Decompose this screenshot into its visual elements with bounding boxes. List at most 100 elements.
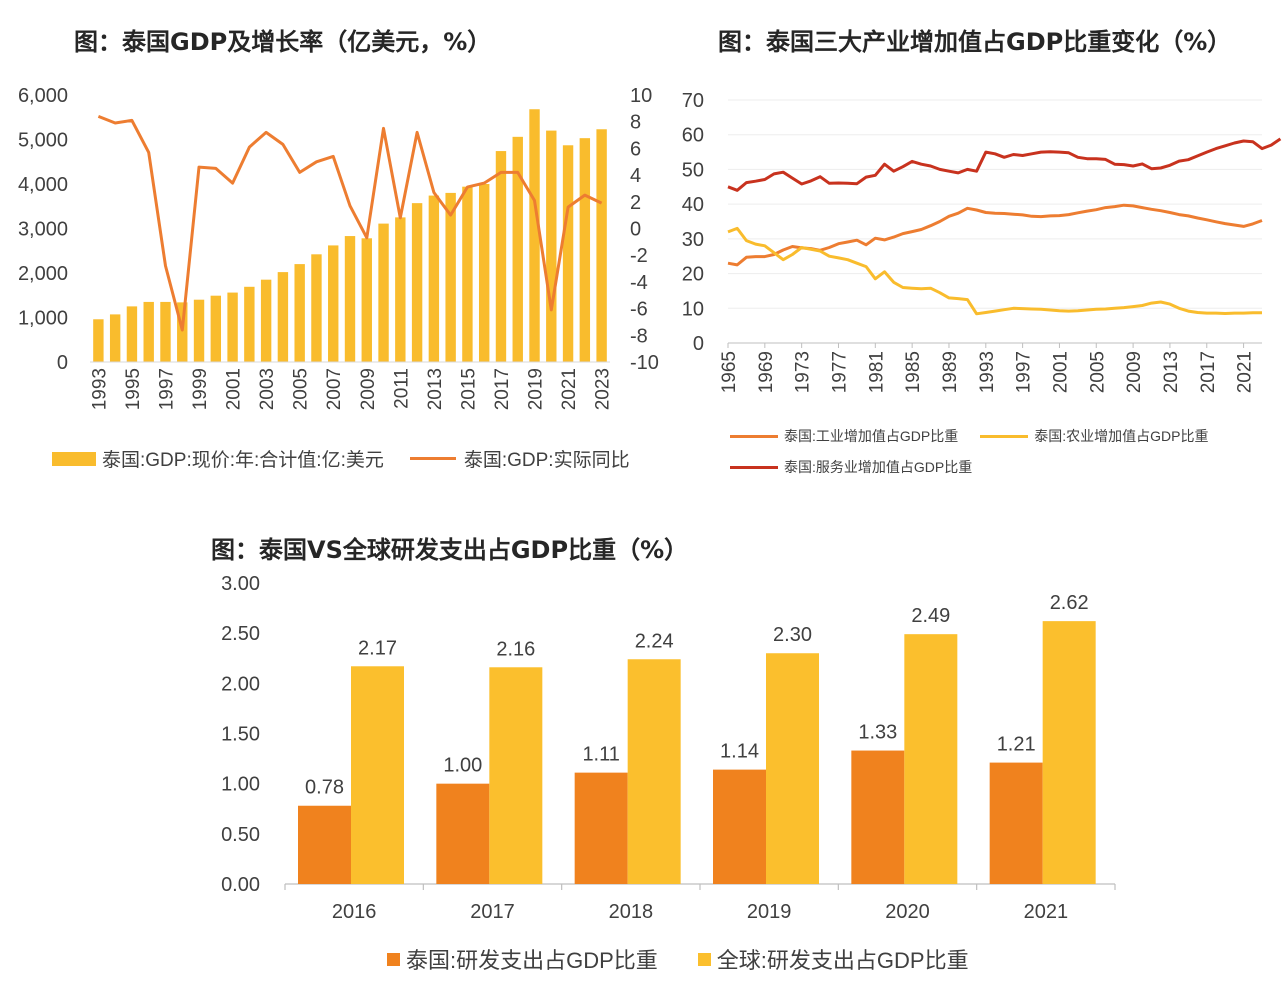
gdp-bar — [126, 306, 138, 362]
sectors-y-tick-label: 30 — [682, 229, 704, 251]
gdp-legend-line-label: 泰国:GDP:实际同比 — [463, 450, 630, 471]
gdp-legend-line-swatch — [409, 457, 456, 460]
rnd-x-tick-label: 2018 — [609, 901, 654, 923]
gdp-left-tick-label: 0 — [57, 352, 68, 374]
rnd-bar-global — [489, 667, 543, 884]
gdp-right-tick-label: 0 — [630, 219, 641, 241]
gdp-left-tick-label: 5,000 — [18, 130, 68, 152]
sectors-legend-services-swatch — [730, 465, 778, 469]
gdp-bar — [244, 286, 255, 362]
gdp-legend-line-item: 泰国:GDP:实际同比 — [409, 445, 630, 472]
gdp-x-tick-label: 2005 — [291, 368, 312, 410]
gdp-x-tick-label: 2009 — [358, 368, 379, 410]
gdp-right-tick-label: 4 — [630, 165, 641, 187]
sectors-industry-line — [727, 203, 1263, 267]
sectors-y-tick-label: 50 — [682, 159, 704, 181]
gdp-bar — [294, 264, 305, 362]
gdp-bar — [177, 302, 188, 362]
rnd-data-label-global: 2.30 — [773, 624, 812, 646]
rnd-x-tick-label: 2020 — [885, 901, 930, 923]
gdp-right-tick-label: 10 — [630, 85, 652, 107]
rnd-bar-thailand — [989, 762, 1043, 884]
sectors-x-tick-label: 1989 — [940, 351, 961, 393]
rnd-y-tick-label: 3.00 — [221, 573, 260, 595]
rnd-bar-thailand — [298, 805, 351, 884]
rnd-bar-thailand — [574, 772, 628, 884]
gdp-bar — [478, 184, 490, 362]
rnd-data-label-global: 2.62 — [1050, 592, 1089, 614]
sectors-y-tick-label: 10 — [682, 298, 704, 320]
gdp-bar — [411, 203, 423, 362]
gdp-bar — [596, 129, 607, 362]
rnd-data-label-thailand: 1.33 — [858, 722, 897, 744]
gdp-left-tick-label: 3,000 — [18, 219, 68, 241]
rnd-y-tick-label: 0.00 — [221, 874, 260, 896]
gdp-x-tick-label: 2001 — [224, 368, 245, 410]
rnd-x-tick-label: 2021 — [1024, 901, 1069, 923]
rnd-y-tick-label: 2.50 — [221, 623, 260, 645]
gdp-bar — [160, 301, 171, 362]
sectors-x-tick-label: 2005 — [1087, 351, 1108, 393]
rnd-legend-thailand-item: 泰国:研发支出占GDP比重 — [387, 943, 658, 975]
rnd-legend-global-label: 全球:研发支出占GDP比重 — [716, 948, 969, 973]
sectors-x-tick-label: 1985 — [903, 351, 924, 393]
rnd-bar-global — [904, 634, 958, 884]
sectors-x-tick-label: 1997 — [1014, 351, 1035, 393]
rnd-data-label-thailand: 1.14 — [720, 741, 759, 763]
gdp-bar — [260, 279, 272, 362]
gdp-bar — [495, 151, 507, 362]
rnd-y-tick-label: 0.50 — [221, 824, 260, 846]
gdp-bar — [428, 195, 440, 362]
sectors-legend-services-item: 泰国:服务业增加值占GDP比重 — [730, 457, 972, 477]
rnd-y-tick-label: 2.00 — [221, 673, 260, 695]
sectors-y-tick-label: 40 — [682, 194, 704, 216]
rnd-y-tick-label: 1.50 — [221, 724, 260, 746]
gdp-left-tick-label: 2,000 — [18, 263, 68, 285]
gdp-chart-panel: 图：泰国GDP及增长率（亿美元，%） 0 1,000 2,000 3,000 4,000… — [0, 0, 660, 490]
gdp-x-tick-label: 1999 — [190, 368, 211, 410]
gdp-bar — [328, 245, 339, 362]
gdp-bar — [562, 145, 574, 362]
sectors-x-tick-label: 1969 — [756, 351, 777, 393]
gdp-x-tick-label: 2021 — [559, 368, 580, 410]
rnd-data-label-global: 2.49 — [911, 605, 950, 627]
gdp-bar — [143, 301, 154, 362]
rnd-data-label-global: 2.17 — [358, 637, 397, 659]
gdp-right-tick-label: -2 — [630, 245, 648, 267]
rnd-bar-global — [1042, 621, 1096, 884]
rnd-bar-thailand — [851, 750, 905, 884]
rnd-legend-global-swatch — [697, 952, 711, 966]
gdp-x-tick-label: 1997 — [156, 368, 177, 410]
sectors-legend-agriculture-label: 泰国:农业增加值占GDP比重 — [1034, 428, 1209, 444]
gdp-right-tick-label: -6 — [630, 299, 648, 321]
gdp-growth-line — [97, 115, 603, 332]
gdp-x-tick-label: 2013 — [425, 368, 446, 410]
gdp-x-tick-label: 2015 — [458, 368, 479, 410]
gdp-legend-bar-swatch — [52, 451, 96, 466]
gdp-x-tick-label: 2007 — [324, 368, 345, 410]
gdp-bar — [227, 292, 238, 362]
gdp-legend-bar-item: 泰国:GDP:现价:年:合计值:亿:美元 — [52, 445, 384, 472]
gdp-bar — [462, 186, 473, 362]
gdp-right-tick-label: -10 — [630, 352, 659, 374]
rnd-legend-global-item: 全球:研发支出占GDP比重 — [697, 943, 969, 975]
gdp-x-tick-label: 2003 — [257, 368, 278, 410]
gdp-x-tick-label: 2017 — [492, 368, 513, 410]
gdp-bar — [277, 272, 289, 362]
sectors-legend-industry-swatch — [730, 434, 778, 438]
gdp-bar — [361, 238, 372, 362]
gdp-right-tick-label: 6 — [630, 138, 641, 160]
gdp-right-tick-label: 2 — [630, 192, 641, 214]
gdp-chart-svg: 0 1,000 2,000 3,000 4,000 5,000 6,000 -10 -8 -6 -4… — [18, 85, 659, 410]
gdp-bar — [93, 319, 104, 362]
gdp-bar — [344, 236, 356, 362]
rnd-bar-global — [627, 659, 681, 884]
gdp-bar — [378, 223, 389, 362]
sectors-x-tick-label: 1981 — [866, 351, 887, 393]
sectors-x-tick-label: 2021 — [1235, 351, 1256, 393]
sectors-chart-svg: 0 10 20 30 40 50 60 70 1965 1969 1973 1977 1981 1985 1… — [682, 90, 1282, 393]
rnd-chart-svg: 0.00 0.50 1.00 1.50 2.00 2.50 3.00 0.78 2.17 2016… — [221, 573, 1116, 923]
sectors-y-tick-label: 70 — [682, 90, 704, 112]
rnd-data-label-global: 2.16 — [496, 638, 535, 660]
rnd-data-label-global: 2.24 — [635, 630, 674, 652]
